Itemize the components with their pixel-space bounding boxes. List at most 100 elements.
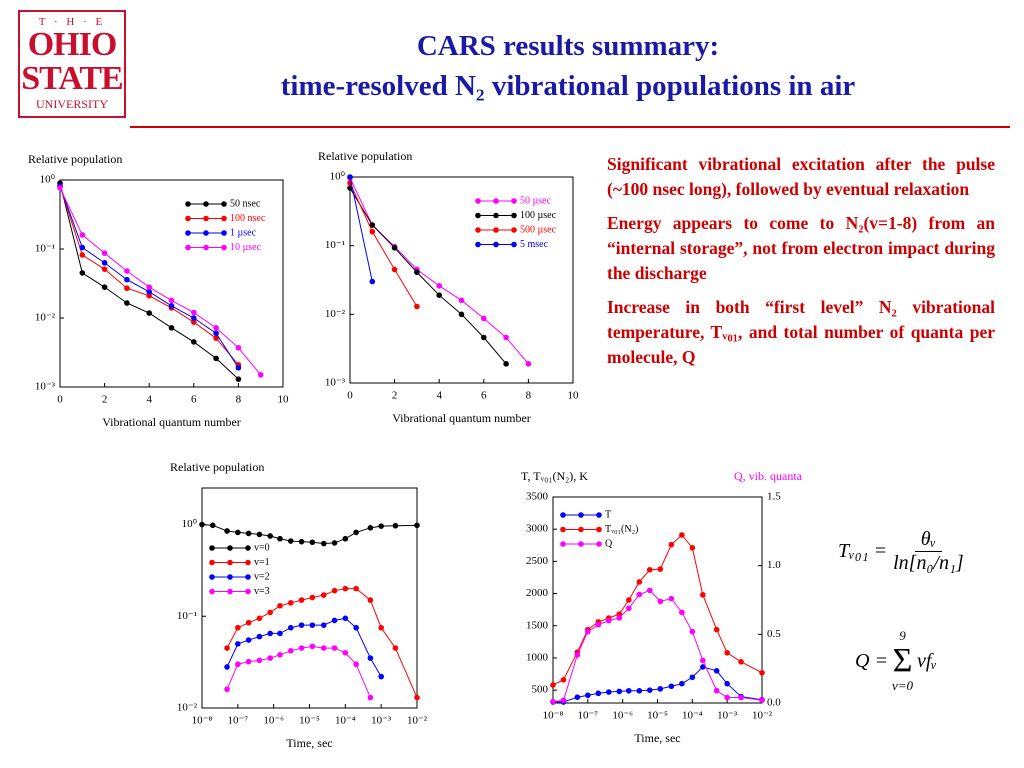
x-tick-label: 6 (481, 390, 487, 402)
data-point (79, 270, 86, 276)
data-point (245, 658, 252, 665)
legend-label: 10 µsec (230, 242, 262, 253)
legend-marker (475, 198, 481, 204)
legend-label: v=2 (254, 571, 270, 582)
data-point (369, 278, 376, 285)
legend-label: T (605, 509, 611, 520)
data-point (235, 661, 241, 668)
legend-marker (493, 241, 499, 248)
data-point (353, 585, 359, 592)
series-line (59, 183, 239, 380)
series-line (59, 185, 239, 369)
x-tick-label: 10⁻⁵ (299, 715, 320, 727)
legend-label: 50 µsec (520, 195, 552, 206)
data-point (679, 680, 685, 687)
data-point (320, 540, 327, 547)
series-line (552, 534, 763, 686)
data-point (636, 591, 643, 598)
data-point (414, 522, 420, 529)
legend-marker (493, 212, 499, 219)
data-point (191, 339, 197, 345)
data-point (298, 622, 305, 628)
y-tick-label: 10⁻³ (325, 377, 346, 389)
legend-marker (475, 241, 481, 248)
data-point (367, 597, 374, 603)
data-point (700, 592, 706, 598)
data-point (213, 325, 219, 331)
y-tick-label: 10⁻³ (35, 381, 56, 393)
legend-label: v=3 (254, 586, 270, 597)
data-point (347, 174, 353, 180)
y-tick-label: 1000 (526, 651, 549, 663)
data-point (146, 310, 152, 316)
legend-label: 100 µsec (520, 210, 557, 221)
data-point (679, 609, 685, 616)
series-line (553, 666, 763, 703)
bullet: Significant vibrational excitation after… (607, 154, 995, 199)
data-point (657, 686, 664, 692)
legend-marker (185, 201, 191, 207)
data-point (367, 694, 374, 701)
legend-marker (560, 512, 566, 518)
data-point (224, 528, 230, 534)
data-point (550, 698, 556, 705)
y-tick-label: 10⁰ (182, 518, 198, 530)
x-tick-label: 4 (436, 390, 442, 402)
data-point (168, 325, 175, 331)
legend-marker (227, 588, 233, 595)
data-point (606, 689, 612, 695)
data-point (503, 361, 509, 367)
x-tick-label: 4 (146, 394, 152, 406)
data-point (213, 335, 219, 341)
data-point (224, 686, 230, 693)
data-point (256, 657, 263, 664)
data-point (146, 288, 152, 295)
data-point (738, 659, 744, 665)
data-point (168, 297, 175, 304)
data-point (79, 244, 86, 251)
legend-marker (209, 588, 215, 595)
data-point (101, 284, 108, 290)
legend-marker (596, 512, 602, 518)
x-tick-label: 10⁻⁸ (192, 715, 213, 727)
data-point (124, 300, 130, 306)
x-tick-label: 2 (102, 394, 108, 406)
denominator: ln[n₀/n₁] (893, 552, 964, 574)
data-point (191, 315, 197, 321)
legend-marker (493, 198, 499, 204)
numerator: θᵥ (914, 528, 943, 552)
series-line (349, 176, 373, 282)
logo: T · H · E OHIO STATE UNIVERSITY (18, 10, 126, 118)
data-point (256, 531, 263, 538)
data-point (256, 633, 263, 640)
x-axis-label: Time, sec (634, 731, 680, 745)
data-point (213, 355, 219, 362)
data-point (626, 687, 632, 694)
data-point (245, 530, 252, 537)
data-point (331, 587, 338, 594)
legend-label: 500 µsec (520, 224, 557, 235)
data-point (369, 228, 376, 235)
data-point (235, 364, 242, 371)
data-point (245, 637, 252, 643)
x-tick-label: 10⁻⁴ (335, 715, 356, 727)
data-point (298, 597, 305, 603)
data-point (353, 661, 359, 668)
data-point (391, 266, 398, 273)
x-tick-label: 0 (347, 390, 353, 402)
data-point (224, 645, 230, 651)
legend-marker (245, 574, 251, 580)
data-point (646, 587, 653, 594)
legend-marker (209, 574, 215, 580)
legend-label: Tᵥ₀₁(N₂) (605, 524, 638, 535)
bullet: Energy appears to come to N₂(v=1-8) from… (607, 213, 995, 283)
legend-marker (245, 559, 251, 566)
legend-marker (185, 215, 191, 222)
y-axis-label: Relative population (318, 149, 412, 163)
data-point (287, 600, 294, 606)
data-point (287, 624, 294, 631)
logo-text: OHIO (27, 26, 118, 63)
legend-marker (209, 545, 215, 551)
data-point (414, 694, 420, 701)
y-tick-label: 10⁻² (35, 312, 56, 324)
